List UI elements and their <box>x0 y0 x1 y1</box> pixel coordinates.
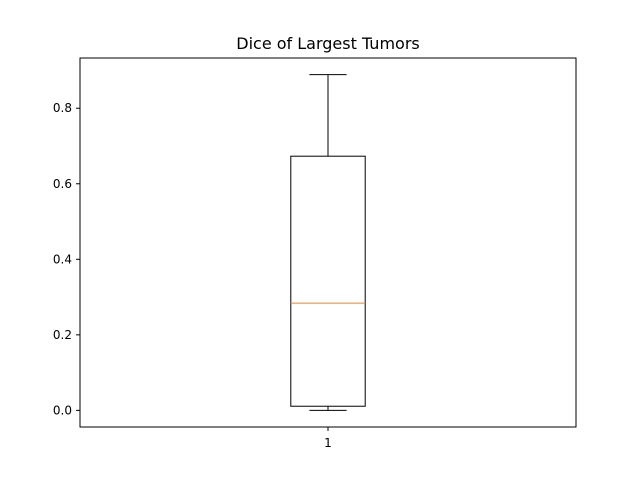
x-axis: 1 <box>324 427 332 450</box>
box-iqr <box>290 155 366 407</box>
y-axis: 0.0 0.2 0.4 0.6 0.8 <box>53 101 80 417</box>
x-tick-label: 1 <box>324 436 332 450</box>
y-tick-label: 0.4 <box>53 252 72 266</box>
chart-title: Dice of Largest Tumors <box>236 34 419 53</box>
y-tick-label: 0.2 <box>53 328 72 342</box>
y-tick-label: 0.6 <box>53 177 72 191</box>
plot-area <box>290 74 366 411</box>
y-tick-label: 0.0 <box>53 403 72 417</box>
y-tick-label: 0.8 <box>53 101 72 115</box>
